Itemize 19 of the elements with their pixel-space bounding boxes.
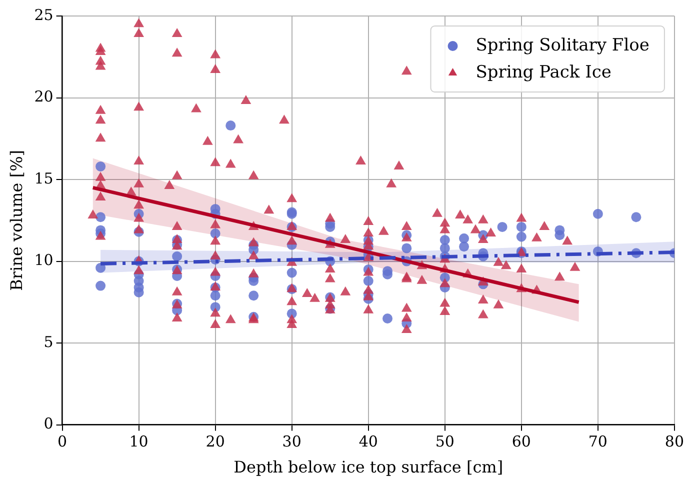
legend-label: Spring Pack Ice (476, 62, 612, 82)
x-tick-label: 60 (512, 432, 531, 451)
x-tick-label: 80 (664, 432, 684, 451)
legend-label: Spring Solitary Floe (476, 35, 650, 56)
x-tick-label: 10 (129, 432, 148, 451)
y-tick-label: 15 (34, 169, 54, 188)
y-tick-label: 20 (34, 88, 54, 106)
x-tick-label: 50 (435, 432, 454, 451)
y-tick-label: 0 (44, 414, 54, 433)
x-tick-label: 70 (588, 432, 608, 451)
x-tick-label: 40 (358, 432, 378, 451)
x-tick-label: 30 (282, 432, 302, 451)
y-tick-label: 25 (34, 6, 54, 24)
y-tick-label: 5 (44, 332, 54, 351)
x-axis-title: Depth below ice top surface [cm] (234, 458, 504, 477)
x-tick-label: 20 (206, 432, 225, 451)
y-tick-label: 10 (34, 251, 54, 270)
x-tick-label: 0 (58, 432, 68, 451)
y-axis-title: Brine volume [%] (6, 150, 26, 291)
